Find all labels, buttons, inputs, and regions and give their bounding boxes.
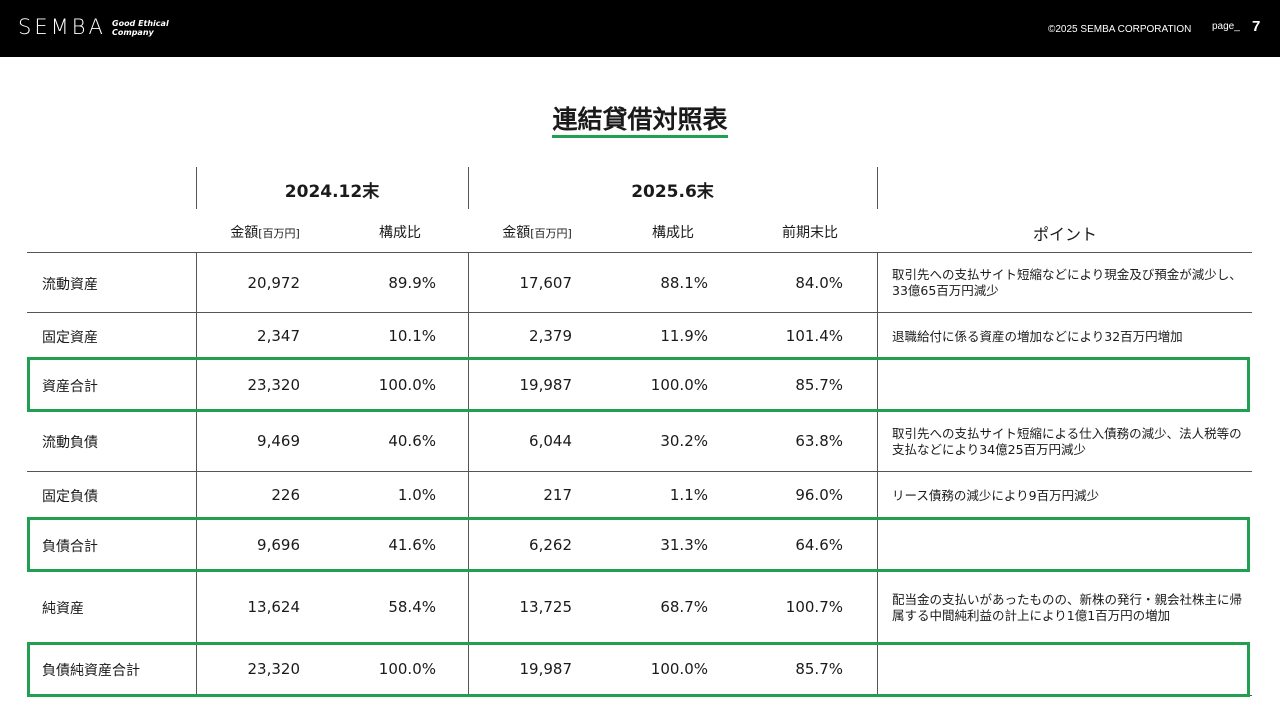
ratio-2024: 41.6% [388, 536, 436, 554]
row-label: 負債純資産合計 [42, 663, 140, 679]
amount-2025: 6,262 [529, 536, 572, 554]
amount-label: 金額 [502, 225, 531, 241]
ratio-2024: 10.1% [388, 327, 436, 345]
ratio-2024: 100.0% [378, 376, 436, 394]
point-text: 配当金の支払いがあったものの、新株の発行・親会社株主に帰属する中間純利益の計上に… [892, 592, 1243, 623]
company-logo: SEMBA [18, 15, 106, 39]
amount-label: 金額 [230, 225, 259, 241]
col-header-ratio-2025: 構成比 [652, 225, 694, 241]
amount-2024: 23,320 [247, 660, 301, 678]
ratio-2025: 100.0% [650, 660, 708, 678]
ratio-2025: 68.7% [660, 598, 708, 616]
ratio-2024: 58.4% [388, 598, 436, 616]
ratio-2025: 88.1% [660, 274, 708, 292]
ratio-2024: 40.6% [388, 432, 436, 450]
vs-prev: 100.7% [785, 598, 843, 616]
col-header-amount-2025: 金額[百万円] [472, 222, 602, 242]
page-title-text: 連結貸借対照表 [552, 105, 728, 138]
top-bar: SEMBA Good Ethical Company ©2025 SEMBA C… [0, 0, 1280, 57]
ratio-2025: 11.9% [660, 327, 708, 345]
point-text: 取引先への支払サイト短縮による仕入債務の減少、法人税等の支払などにより34億25… [892, 426, 1242, 457]
grid-vline [196, 252, 197, 696]
col-header-point: ポイント [1032, 225, 1097, 244]
page-number: 7 [1252, 18, 1261, 35]
amount-2025: 17,607 [519, 274, 573, 292]
copyright: ©2025 SEMBA CORPORATION [1048, 24, 1192, 35]
col-header-vs-prev: 前期末比 [782, 225, 838, 241]
ratio-2024: 89.9% [388, 274, 436, 292]
ratio-2025: 1.1% [669, 486, 708, 504]
point-text: 退職給付に係る資産の増加などにより32百万円増加 [892, 329, 1183, 344]
amount-2025: 19,987 [519, 376, 573, 394]
amount-2024: 9,696 [257, 536, 300, 554]
vs-prev: 85.7% [795, 660, 843, 678]
amount-2025: 217 [543, 486, 572, 504]
grid-vline [877, 252, 878, 696]
total-highlight-liabilities [27, 517, 1250, 572]
page-label: page_ [1212, 21, 1240, 32]
row-label: 流動資産 [42, 277, 98, 293]
amount-2024: 23,320 [247, 376, 301, 394]
amount-2025: 13,725 [519, 598, 573, 616]
row-label: 固定資産 [42, 330, 98, 346]
amount-unit: [百万円] [258, 227, 300, 240]
ratio-2025: 100.0% [650, 376, 708, 394]
ratio-2025: 31.3% [660, 536, 708, 554]
ratio-2024: 1.0% [397, 486, 436, 504]
ratio-2024: 100.0% [378, 660, 436, 678]
grid-hline [27, 312, 1252, 313]
vs-prev: 63.8% [795, 432, 843, 450]
row-label: 固定負債 [42, 489, 98, 505]
total-highlight-assets [27, 357, 1250, 412]
total-highlight-liab-equity [27, 642, 1250, 697]
point-text: リース債務の減少により9百万円減少 [892, 488, 1100, 503]
amount-2024: 2,347 [257, 327, 300, 345]
page-title: 連結貸借対照表 [0, 100, 1280, 138]
amount-2024: 20,972 [247, 274, 301, 292]
vs-prev: 96.0% [795, 486, 843, 504]
amount-2025: 19,987 [519, 660, 573, 678]
grid-vline [877, 167, 878, 209]
amount-2024: 13,624 [247, 598, 301, 616]
grid-vline [468, 252, 469, 696]
logo-tagline: Good Ethical Company [112, 19, 169, 37]
row-label: 負債合計 [42, 539, 98, 555]
row-label: 流動負債 [42, 435, 98, 451]
amount-2024: 226 [271, 486, 300, 504]
col-header-amount-2024: 金額[百万円] [200, 222, 330, 242]
period-header-2024: 2024.12末 [284, 182, 380, 202]
grid-vline [468, 167, 469, 209]
amount-2025: 2,379 [529, 327, 572, 345]
grid-vline [196, 167, 197, 209]
amount-unit: [百万円] [530, 227, 572, 240]
row-label: 資産合計 [42, 379, 98, 395]
tagline-line-2: Company [112, 28, 154, 37]
col-header-ratio-2024: 構成比 [379, 225, 421, 241]
row-label: 純資産 [42, 601, 84, 617]
vs-prev: 101.4% [785, 327, 843, 345]
vs-prev: 84.0% [795, 274, 843, 292]
grid-hline [27, 252, 1252, 253]
tagline-line-1: Good Ethical [112, 19, 169, 28]
period-header-2025: 2025.6末 [631, 182, 714, 202]
vs-prev: 64.6% [795, 536, 843, 554]
vs-prev: 85.7% [795, 376, 843, 394]
amount-2024: 9,469 [257, 432, 300, 450]
grid-hline [27, 471, 1252, 472]
ratio-2025: 30.2% [660, 432, 708, 450]
amount-2025: 6,044 [529, 432, 572, 450]
point-text: 取引先への支払サイト短縮などにより現金及び預金が減少し、33億65百万円減少 [892, 267, 1242, 298]
